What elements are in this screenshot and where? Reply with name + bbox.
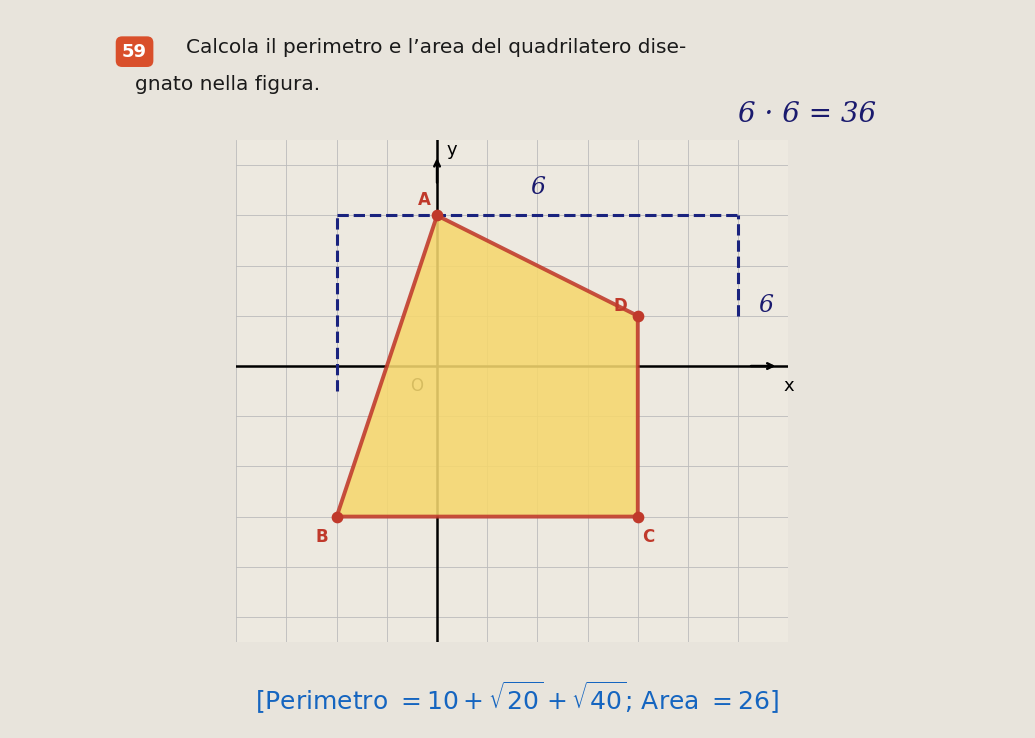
Text: C: C xyxy=(642,528,654,545)
Text: 59: 59 xyxy=(122,43,147,61)
Text: 6: 6 xyxy=(759,294,773,317)
Point xyxy=(629,511,646,523)
Point xyxy=(328,511,345,523)
Text: Calcola il perimetro e l’area del quadrilatero dise-: Calcola il perimetro e l’area del quadri… xyxy=(186,38,686,58)
Text: y: y xyxy=(447,141,457,159)
Text: gnato nella figura.: gnato nella figura. xyxy=(135,75,320,94)
Point xyxy=(629,310,646,322)
Text: 6: 6 xyxy=(530,176,544,199)
Text: 6 · 6 = 36: 6 · 6 = 36 xyxy=(738,101,877,128)
Text: A: A xyxy=(418,191,431,210)
Text: O: O xyxy=(411,377,423,395)
Text: [Perimetro $= 10 + \sqrt{20} + \sqrt{40}$; Area $= 26$]: [Perimetro $= 10 + \sqrt{20} + \sqrt{40}… xyxy=(256,679,779,716)
Text: x: x xyxy=(783,377,794,395)
Text: B: B xyxy=(316,528,328,545)
Polygon shape xyxy=(336,215,638,517)
Text: D: D xyxy=(614,297,627,315)
Point xyxy=(428,210,445,221)
